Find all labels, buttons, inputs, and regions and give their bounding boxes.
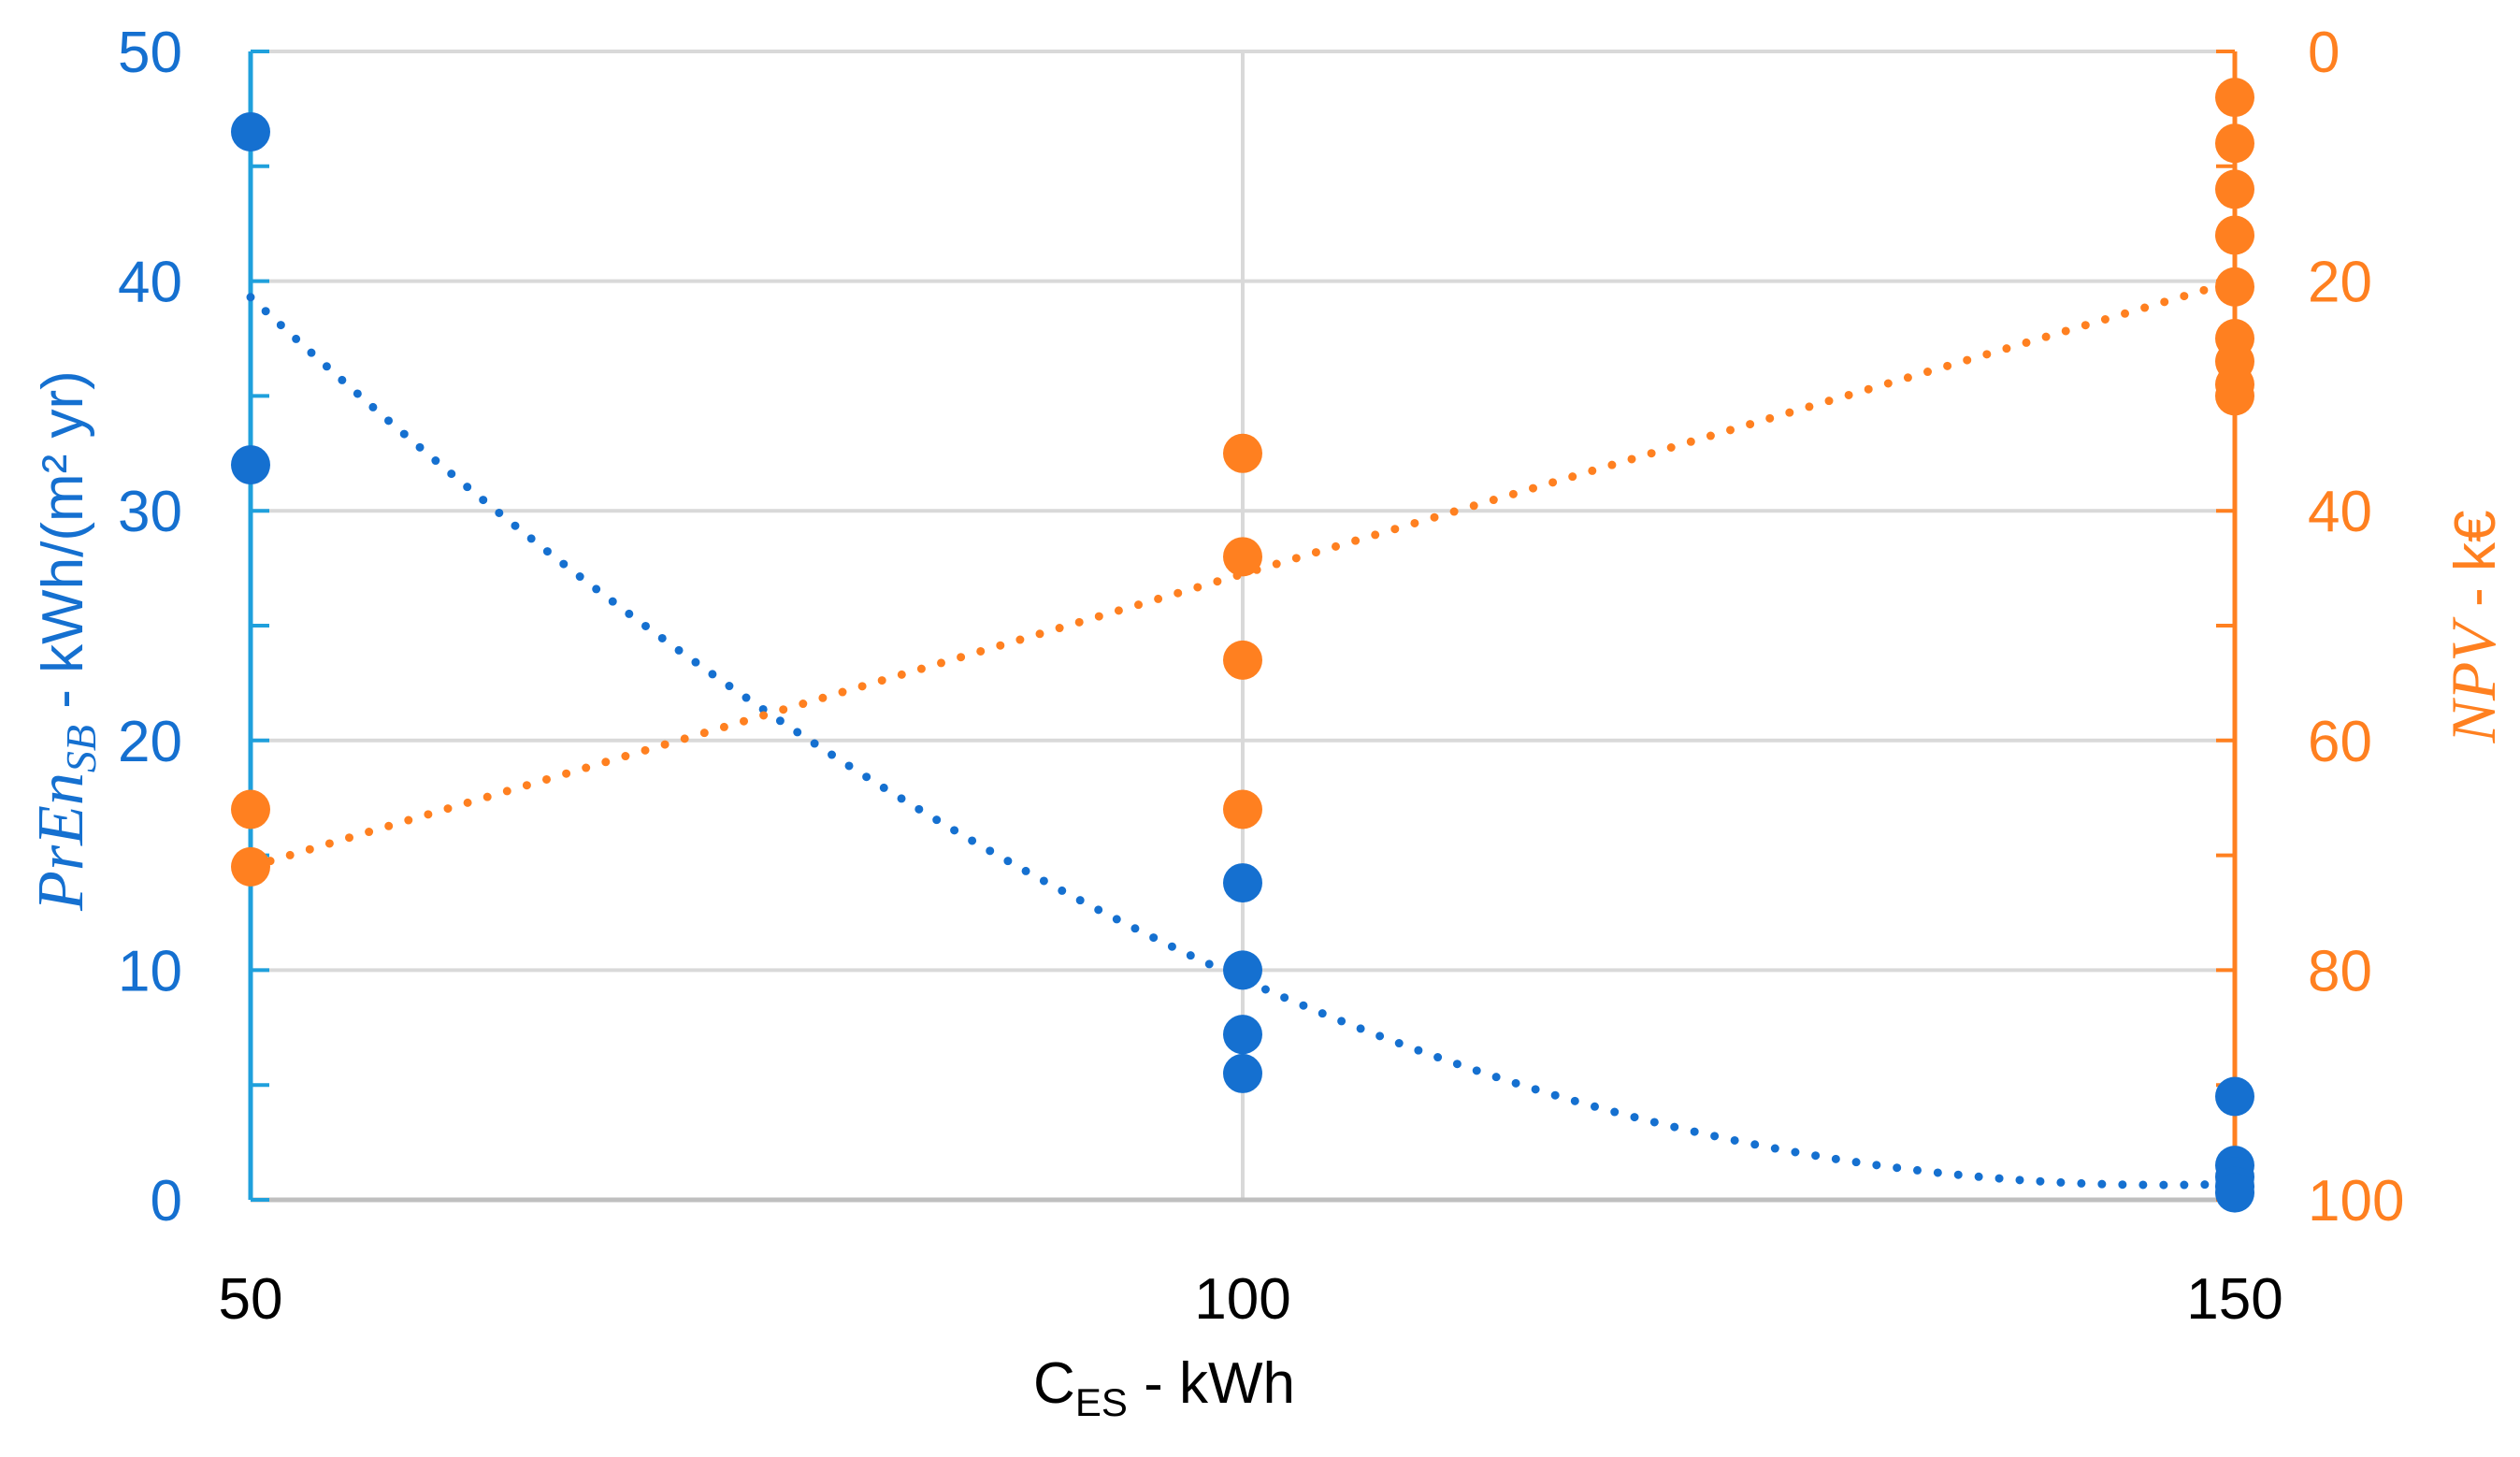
npv-point	[2215, 78, 2254, 118]
prensb-point	[2215, 1173, 2254, 1213]
npv-point	[1223, 433, 1262, 473]
prensb-point	[1223, 950, 1262, 990]
npv-point	[1223, 789, 1262, 829]
y-right-tick-label: 80	[2308, 939, 2372, 1003]
y-left-tick-label: 40	[118, 251, 182, 315]
y-right-tick-label: 100	[2308, 1169, 2404, 1233]
y-right-tick-label: 40	[2308, 480, 2372, 544]
tick-labels: 0 10 20 30 40 50 0 20 40 60 80 100 50 100 150	[118, 21, 2404, 1332]
y-right-tick-label: 20	[2308, 251, 2372, 315]
trendline-npv	[246, 277, 2239, 872]
prensb-point	[1223, 863, 1262, 903]
y-left-tick-label: 20	[118, 710, 182, 774]
npv-point	[231, 846, 270, 887]
prensb-point	[231, 111, 270, 151]
npv-point	[1223, 640, 1262, 680]
data-points	[231, 78, 2254, 1213]
y-right-tick-label: 60	[2308, 710, 2372, 774]
x-tick-label: 50	[219, 1267, 283, 1332]
y-left-tick-label: 50	[118, 21, 182, 85]
npv-point	[2215, 169, 2254, 209]
x-tick-label: 100	[1194, 1267, 1290, 1332]
npv-point	[231, 789, 270, 829]
y-right-tick-label: 0	[2308, 21, 2340, 85]
prensb-point	[231, 445, 270, 485]
trendlines	[246, 277, 2239, 1190]
npv-point	[2215, 267, 2254, 307]
prensb-point	[2215, 1076, 2254, 1117]
y-left-axis-title: PrEnSB - kWh/(m² yr)	[25, 370, 105, 912]
npv-point	[2215, 376, 2254, 416]
x-axis-title: CES - kWh	[1033, 1351, 1295, 1424]
y-left-tick-label: 30	[118, 480, 182, 544]
y-left-tick-label: 10	[118, 939, 182, 1003]
prensb-point	[1223, 1015, 1262, 1055]
npv-point	[2215, 215, 2254, 255]
npv-point	[2215, 123, 2254, 164]
prensb-point	[1223, 1053, 1262, 1093]
npv-point	[1223, 537, 1262, 577]
trendline-prensb	[246, 293, 2239, 1190]
y-left-tick-label: 0	[151, 1169, 182, 1233]
y-right-axis-title: NPV - k€	[2438, 510, 2509, 743]
x-tick-label: 150	[2186, 1267, 2282, 1332]
